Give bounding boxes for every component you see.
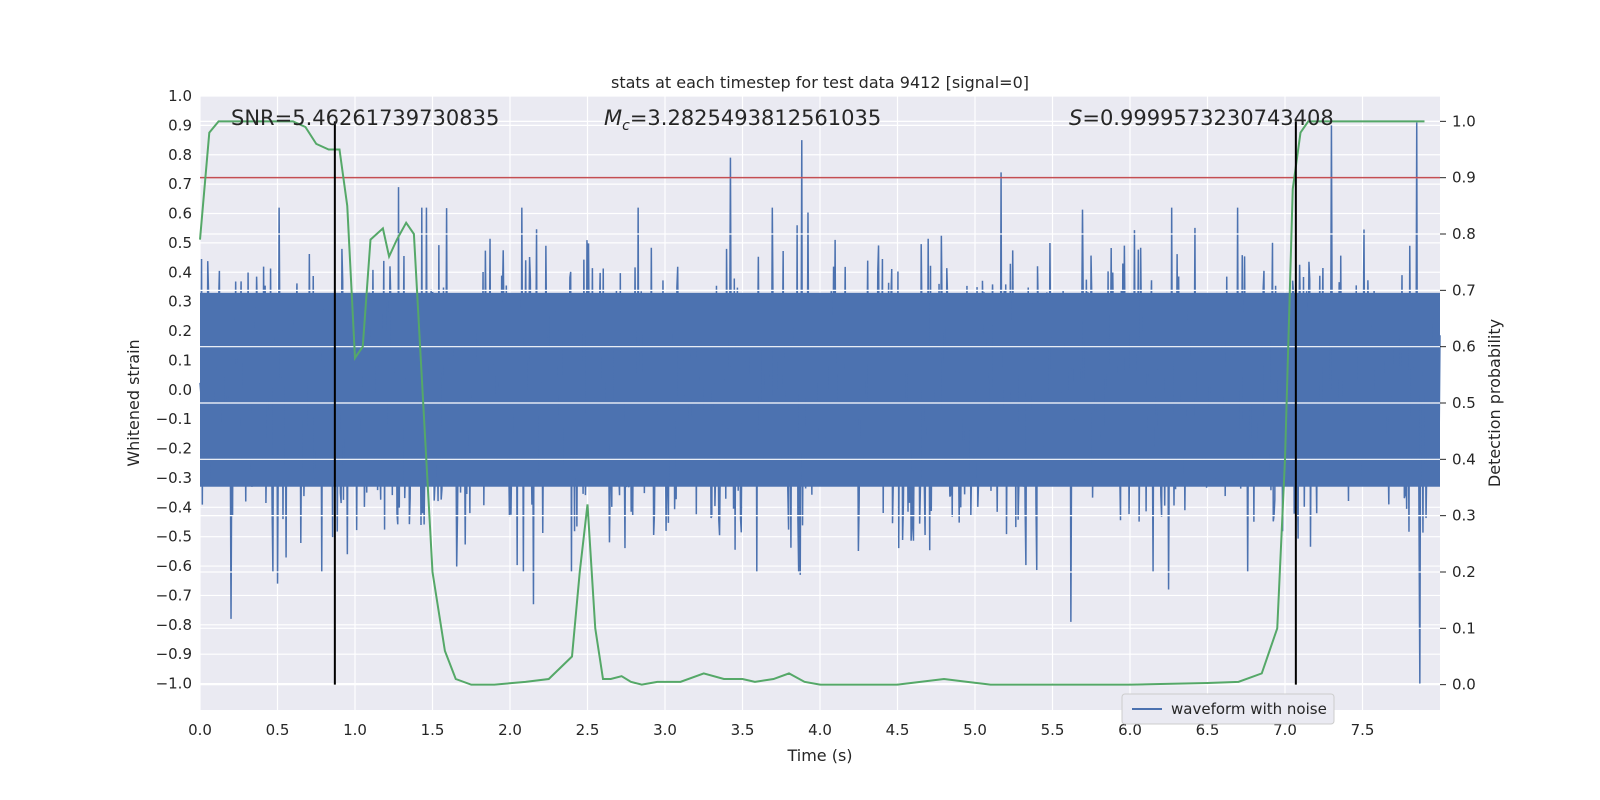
- x-tick-label: 3.0: [653, 721, 677, 739]
- y-right-tick-label: 0.1: [1452, 619, 1476, 637]
- legend-box: [1121, 693, 1335, 725]
- score-annotation: S=0.9999573230743408: [1069, 106, 1334, 130]
- ticks: 0.0 0.5 1.0 1.5 2.0 2.5 3.0 3.5 4.0 4.5 5.0 5.5 6.0 6…: [156, 87, 1476, 739]
- legend: waveform with noise: [1121, 693, 1335, 725]
- x-tick-label: 5.0: [963, 721, 987, 739]
- y-right-tick-label: 0.8: [1452, 225, 1476, 243]
- y-left-tick-label: −0.3: [156, 469, 192, 487]
- x-tick-label: 6.0: [1118, 721, 1142, 739]
- probability-line: [199, 120, 1425, 686]
- vertical-markers: [333, 121, 1297, 685]
- y-left-tick-label: 0.0: [168, 381, 192, 399]
- y-left-tick-label: −0.8: [156, 616, 192, 634]
- y-right-tick-label: 0.9: [1452, 169, 1476, 187]
- chirp-mass-annotation: Mc=3.2825493812561035: [604, 106, 881, 134]
- probability-series: [199, 120, 1440, 686]
- x-tick-label: 6.5: [1196, 721, 1220, 739]
- y-left-tick-label: −0.2: [156, 440, 192, 458]
- x-tick-label: 3.5: [731, 721, 755, 739]
- y-left-tick-label: −0.7: [156, 586, 192, 604]
- y-right-tick-label: 0.5: [1452, 394, 1476, 412]
- y-left-tick-label: −0.6: [156, 557, 192, 575]
- y-left-tick-label: −1.0: [156, 675, 192, 693]
- y-left-tick-label: 1.0: [168, 87, 192, 105]
- y-axis-label-left: Whitened strain: [124, 339, 143, 466]
- y-left-tick-label: 0.9: [168, 116, 192, 134]
- x-tick-label: 0.5: [266, 721, 290, 739]
- waveform-line: [199, 122, 1441, 684]
- waveform-series: [199, 122, 1441, 684]
- y-left-tick-label: 0.6: [168, 205, 192, 223]
- x-tick-label: 0.0: [188, 721, 212, 739]
- y-left-tick-label: −0.5: [156, 528, 192, 546]
- x-tick-label: 1.0: [343, 721, 367, 739]
- y-right-tick-label: 0.6: [1452, 338, 1476, 356]
- y-left-tick-label: −0.1: [156, 410, 192, 428]
- y-left-tick-label: 0.8: [168, 146, 192, 164]
- legend-label: waveform with noise: [1171, 700, 1327, 718]
- x-tick-label: 2.5: [576, 721, 600, 739]
- y-left-tick-label: 0.2: [168, 322, 192, 340]
- snr-annotation: SNR=5.46261739730835: [231, 106, 499, 130]
- y-right-tick-label: 0.3: [1452, 507, 1476, 525]
- x-tick-label: 4.5: [886, 721, 910, 739]
- y-axis-label-right: Detection probability: [1485, 319, 1504, 487]
- x-tick-label: 4.0: [808, 721, 832, 739]
- y-right-tick-label: 1.0: [1452, 112, 1476, 130]
- y-right-tick-label: 0.2: [1452, 563, 1476, 581]
- y-left-tick-label: 0.7: [168, 175, 192, 193]
- x-tick-label: 7.0: [1273, 721, 1297, 739]
- y-left-tick-label: 0.4: [168, 263, 192, 281]
- x-tick-label: 5.5: [1041, 721, 1065, 739]
- y-left-tick-label: −0.4: [156, 498, 192, 516]
- y-left-tick-label: 0.1: [168, 351, 192, 369]
- x-tick-label: 7.5: [1351, 721, 1375, 739]
- x-tick-label: 2.0: [498, 721, 522, 739]
- x-axis-label: Time (s): [786, 746, 852, 765]
- chart-title: stats at each timestep for test data 941…: [611, 73, 1029, 92]
- y-left-tick-label: 0.5: [168, 234, 192, 252]
- y-left-tick-label: 0.3: [168, 293, 192, 311]
- y-left-tick-label: −0.9: [156, 645, 192, 663]
- y-right-tick-label: 0.4: [1452, 450, 1476, 468]
- x-tick-label: 1.5: [421, 721, 445, 739]
- y-right-tick-label: 0.0: [1452, 676, 1476, 694]
- y-right-tick-label: 0.7: [1452, 281, 1476, 299]
